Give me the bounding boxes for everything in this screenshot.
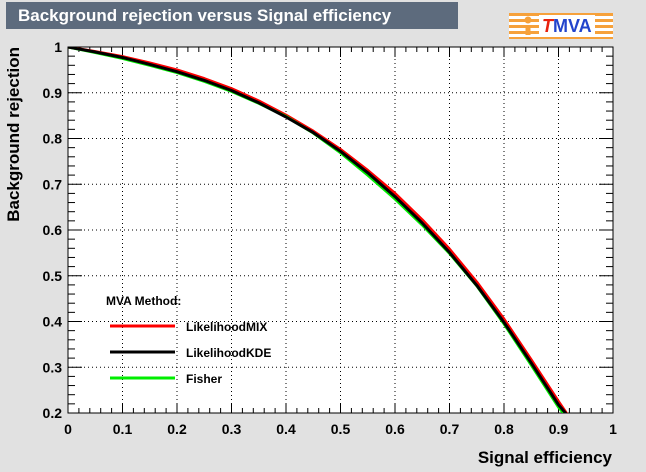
logo-mva: MVA bbox=[553, 16, 592, 36]
x-tick-label: 0.2 bbox=[167, 421, 187, 437]
x-tick-label: 0.3 bbox=[222, 421, 242, 437]
y-tick-label: 0.4 bbox=[43, 314, 63, 330]
logo-text: TMVA bbox=[539, 15, 595, 37]
x-tick-label: 1 bbox=[609, 421, 617, 437]
x-tick-label: 0.9 bbox=[549, 421, 569, 437]
logo-t: T bbox=[542, 16, 553, 36]
x-tick-label: 0 bbox=[64, 421, 72, 437]
y-tick-label: 0.5 bbox=[43, 268, 63, 284]
legend-title: MVA Method: bbox=[106, 294, 181, 308]
y-tick-label: 0.6 bbox=[43, 222, 63, 238]
legend-label-fisher: Fisher bbox=[186, 372, 222, 386]
y-tick-label: 0.9 bbox=[43, 85, 63, 101]
chart-title: Background rejection versus Signal effic… bbox=[6, 2, 458, 29]
tmva-logo: TMVA bbox=[509, 13, 613, 39]
y-tick-label: 0.7 bbox=[43, 176, 63, 192]
x-tick-label: 0.5 bbox=[331, 421, 351, 437]
x-tick-label: 0.4 bbox=[276, 421, 296, 437]
legend-label-likelihood-mix: LikelihoodMIX bbox=[186, 320, 267, 334]
x-tick-label: 0.7 bbox=[440, 421, 460, 437]
x-tick-label: 0.6 bbox=[385, 421, 405, 437]
tick-labels: 0 0.1 0.2 0.3 0.4 0.5 0.6 0.7 0.8 0.9 1 0.2 0.3 0.4 0.… bbox=[43, 39, 618, 437]
legend-label-likelihood-kde: LikelihoodKDE bbox=[186, 346, 271, 360]
legend: MVA Method: LikelihoodMIX LikelihoodKDE … bbox=[106, 294, 271, 386]
series-line-likelihoodkde bbox=[68, 47, 568, 413]
series-lines bbox=[68, 47, 569, 413]
y-tick-label: 0.3 bbox=[43, 359, 63, 375]
y-tick-label: 1 bbox=[54, 39, 62, 55]
x-tick-label: 0.8 bbox=[494, 421, 514, 437]
y-axis-title: Background rejection bbox=[4, 47, 23, 222]
logo-mark-icon bbox=[524, 16, 532, 35]
y-tick-label: 0.8 bbox=[43, 131, 63, 147]
x-tick-label: 0.1 bbox=[113, 421, 133, 437]
x-axis-title: Signal efficiency bbox=[478, 448, 613, 467]
axis-ticks bbox=[67, 46, 614, 414]
y-tick-label: 0.2 bbox=[43, 405, 63, 421]
